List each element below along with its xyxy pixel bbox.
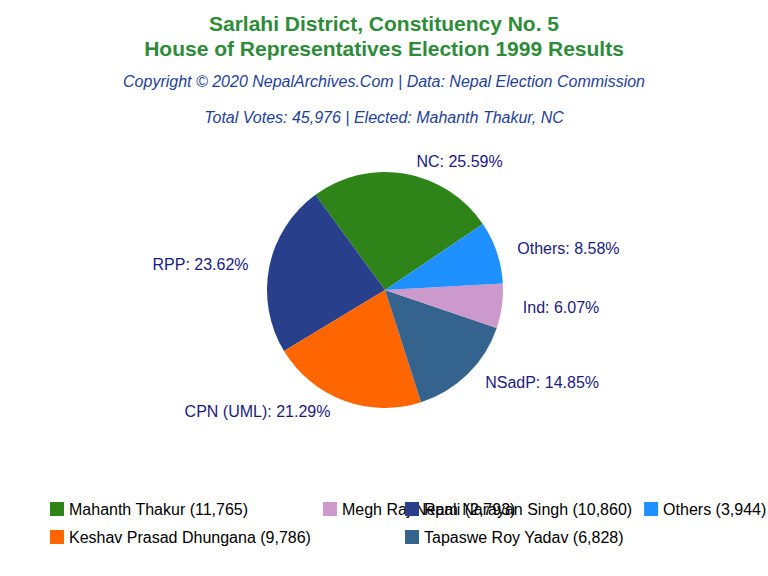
svg-text:Others (3,944): Others (3,944) (663, 501, 766, 518)
svg-text:NSadP: 14.85%: NSadP: 14.85% (485, 374, 599, 391)
svg-text:Copyright © 2020 NepalArchives: Copyright © 2020 NepalArchives.Com | Dat… (123, 73, 645, 90)
svg-text:Total Votes: 45,976 | Elected:: Total Votes: 45,976 | Elected: Mahanth T… (204, 109, 564, 126)
svg-text:Keshav Prasad Dhungana (9,786): Keshav Prasad Dhungana (9,786) (69, 529, 311, 546)
svg-text:Sarlahi District, Constituency: Sarlahi District, Constituency No. 5 (209, 12, 559, 35)
svg-text:Ind: 6.07%: Ind: 6.07% (523, 299, 600, 316)
svg-text:NC: 25.59%: NC: 25.59% (416, 153, 502, 170)
svg-text:Others: 8.58%: Others: 8.58% (517, 240, 619, 257)
svg-text:RPP: 23.62%: RPP: 23.62% (152, 256, 248, 273)
svg-text:Ram Narayan Singh (10,860): Ram Narayan Singh (10,860) (424, 501, 632, 518)
svg-text:House of Representatives Elect: House of Representatives Election 1999 R… (144, 37, 624, 60)
svg-text:Tapaswe Roy Yadav (6,828): Tapaswe Roy Yadav (6,828) (424, 529, 624, 546)
svg-text:CPN (UML): 21.29%: CPN (UML): 21.29% (185, 403, 331, 420)
svg-text:Mahanth Thakur (11,765): Mahanth Thakur (11,765) (69, 501, 248, 518)
